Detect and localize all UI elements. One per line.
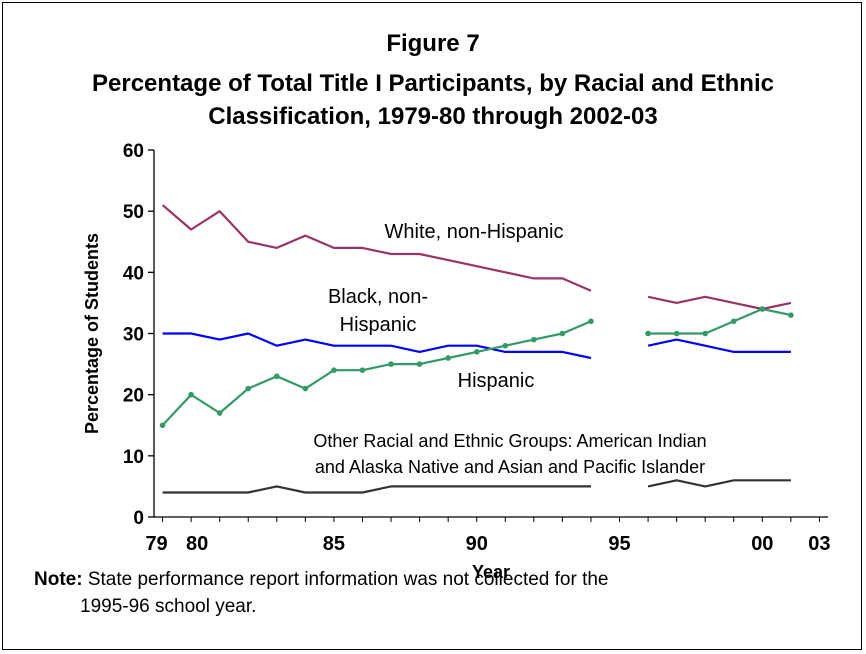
note-label: Note: (34, 569, 83, 590)
chart-title-line-2: Classification, 1979-80 through 2002-03 (208, 103, 658, 130)
series-2-point-1982 (245, 385, 252, 392)
x-tick-label-79: 79 (145, 533, 167, 555)
y-tick-label-0: 0 (133, 508, 144, 529)
y-tick-label-50: 50 (123, 202, 144, 223)
series-2-point-1984 (302, 385, 309, 392)
series-2-point-2001 (788, 312, 794, 318)
series-2-point-1996 (645, 330, 651, 337)
chart-title-line-1: Percentage of Total Title I Participants… (92, 70, 774, 97)
series-2-point-1979 (159, 422, 166, 429)
y-tick-label-40: 40 (123, 263, 144, 284)
series-2-line-segment-0 (161, 320, 592, 427)
x-tick-label-80: 80 (186, 533, 208, 555)
series-2-point-1993 (559, 330, 566, 337)
note: Note: State performance report informati… (34, 566, 834, 594)
x-tick-label-90: 90 (466, 533, 488, 555)
series-2-point-2000 (759, 306, 766, 312)
series-2-point-1988 (416, 361, 423, 367)
note-text-line-1: State performance report information was… (87, 569, 609, 590)
annotation-2: Hispanic (340, 314, 417, 336)
annotation-1: Black, non- (328, 286, 428, 308)
x-axis-label: Year (472, 562, 510, 582)
series-2-point-1991 (502, 342, 509, 349)
series-0-line-segment-1 (647, 295, 792, 311)
series-2-point-1999 (730, 318, 737, 325)
series-2-point-1998 (702, 330, 708, 337)
x-tick-label-85: 85 (323, 533, 345, 555)
series-0-line-segment-0 (161, 204, 592, 292)
series-2-point-1987 (388, 361, 394, 367)
series-2-point-1994 (588, 318, 594, 325)
series-2-point-1985 (331, 367, 337, 374)
series-2-point-1992 (531, 336, 537, 343)
x-tick-label-00: 00 (751, 533, 773, 555)
series-2-point-1997 (673, 330, 680, 337)
x-tick-label-03: 03 (808, 533, 830, 555)
series-2-point-1980 (188, 391, 194, 398)
annotation-3: Hispanic (458, 370, 535, 392)
annotation-0: White, non-Hispanic (385, 221, 564, 243)
y-tick-label-30: 30 (123, 325, 144, 346)
series-1-line-segment-0 (162, 332, 592, 360)
y-tick-label-20: 20 (123, 386, 144, 407)
series-2-point-1983 (274, 373, 280, 380)
series-3-line-segment-1 (647, 479, 791, 488)
series-1-line-segment-1 (647, 338, 791, 353)
note-text-line-2: 1995-96 school year. (80, 596, 257, 617)
series-2-line-segment-1 (648, 307, 792, 335)
series-2-point-1981 (216, 410, 223, 416)
series-3-line-segment-0 (162, 485, 591, 494)
x-tick-label-95: 95 (608, 533, 630, 555)
y-axis-label: Percentage of Students (82, 233, 102, 434)
series-2-point-1989 (445, 355, 451, 361)
annotation-4: Other Racial and Ethnic Groups: American… (313, 431, 706, 451)
series-2-point-1990 (473, 349, 480, 355)
y-tick-label-10: 10 (123, 447, 144, 468)
annotation-5: and Alaska Native and Asian and Pacific … (315, 457, 705, 477)
series-2-point-1986 (359, 367, 366, 374)
figure-number: Figure 7 (386, 30, 480, 57)
y-tick-label-60: 60 (123, 141, 144, 162)
